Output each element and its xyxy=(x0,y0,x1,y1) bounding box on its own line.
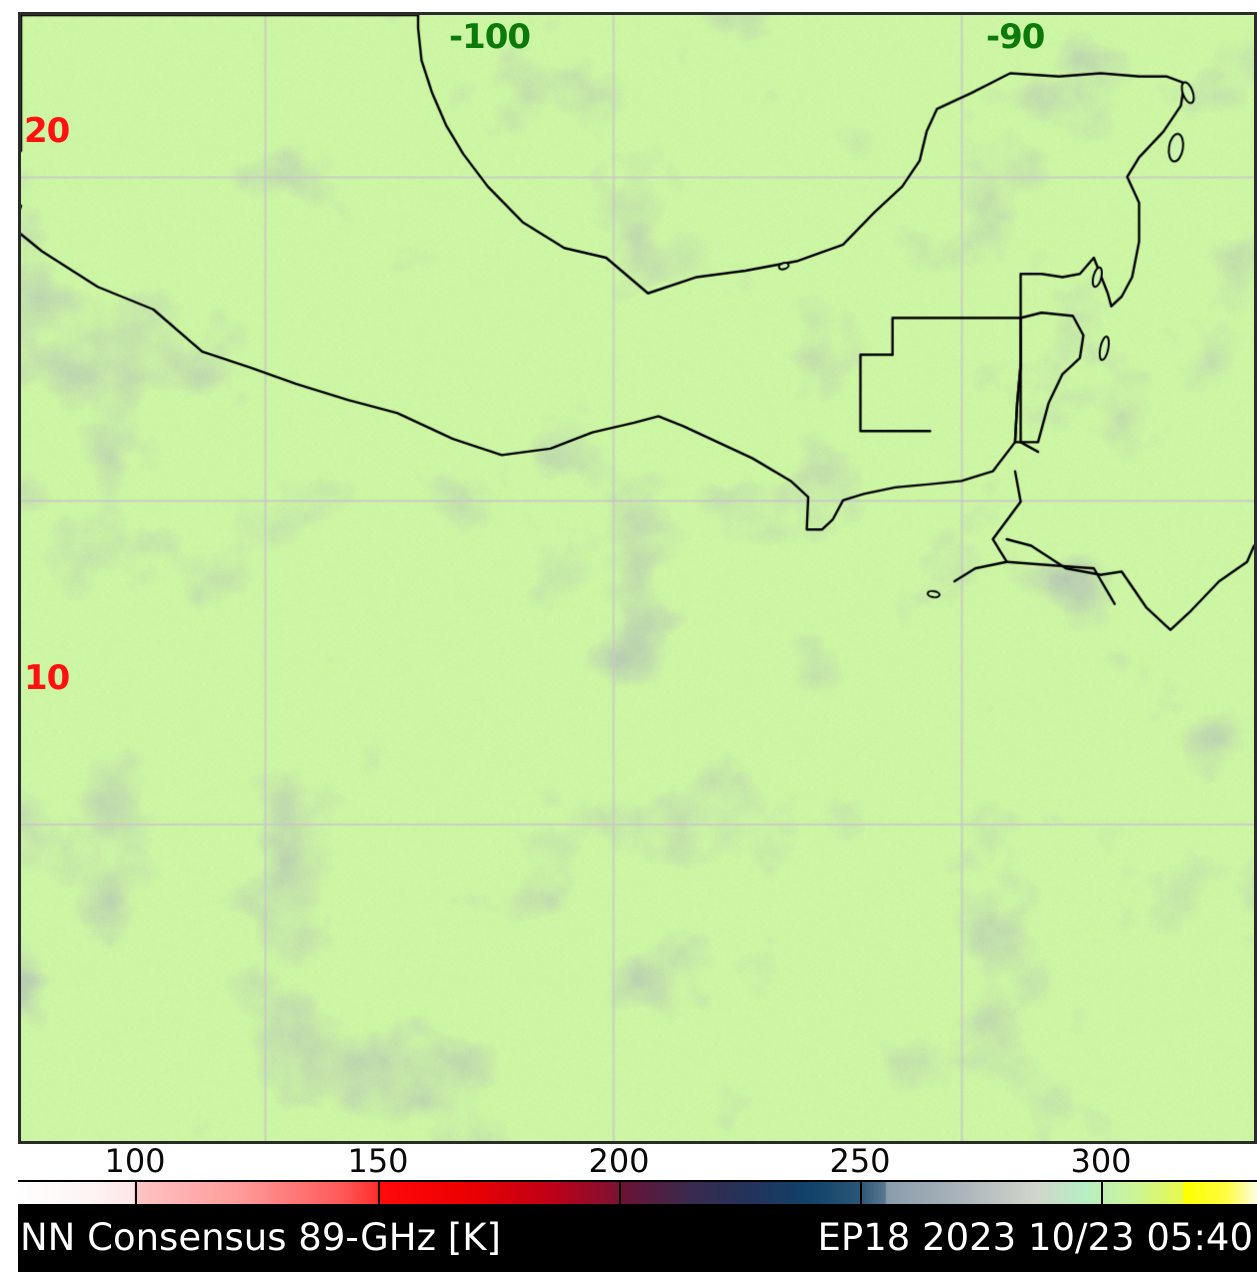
microwave-imagery-canvas[interactable] xyxy=(21,15,1254,1141)
storm-timestamp: EP18 2023 10/23 05:40 xyxy=(817,1216,1253,1259)
lat-label-20: 20 xyxy=(24,111,70,151)
colorbar[interactable] xyxy=(18,1180,1257,1206)
colorbar-tick-200: 200 xyxy=(588,1142,650,1180)
colorbar-tick-150: 150 xyxy=(347,1142,409,1180)
colorbar-separator-200 xyxy=(619,1182,621,1204)
lon-label-minus100: -100 xyxy=(449,17,531,57)
lon-label-minus90: -90 xyxy=(986,17,1045,57)
colorbar-tick-250: 250 xyxy=(829,1142,891,1180)
product-label: NN Consensus 89-GHz [K] xyxy=(20,1216,501,1259)
colorbar-tick-labels: 100 150 200 250 300 xyxy=(0,1144,1257,1178)
colorbar-separator-300 xyxy=(1101,1182,1103,1204)
lat-label-10: 10 xyxy=(24,658,70,698)
colorbar-separator-100 xyxy=(135,1182,137,1204)
colorbar-tick-100: 100 xyxy=(104,1142,166,1180)
footer-bar: NN Consensus 89-GHz [K] EP18 2023 10/23 … xyxy=(18,1206,1257,1272)
colorbar-tick-300: 300 xyxy=(1070,1142,1132,1180)
colorbar-separator-150 xyxy=(378,1182,380,1204)
colorbar-separator-250 xyxy=(860,1182,862,1204)
map-panel[interactable] xyxy=(18,12,1257,1144)
colorbar-gradient xyxy=(18,1182,1257,1204)
